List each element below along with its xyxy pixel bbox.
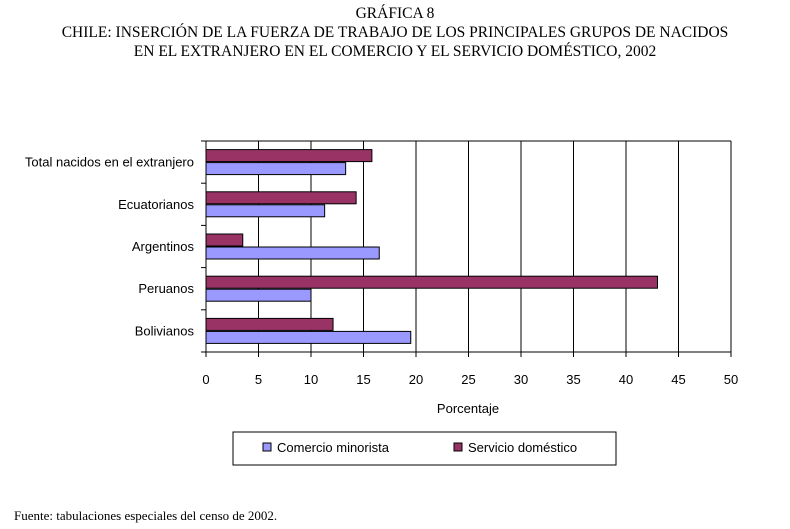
x-tick-label: 30 (514, 372, 528, 387)
bar-servicio-domestico (205, 317, 334, 331)
legend-box (232, 431, 617, 466)
x-tick-label: 45 (671, 372, 685, 387)
x-tick-label: 20 (409, 372, 423, 387)
category-label: Peruanos (138, 281, 194, 296)
category-label: Bolivianos (135, 323, 195, 338)
x-tick-label: 0 (202, 372, 209, 387)
bar-comercio-minorista (205, 162, 347, 176)
category-label: Total nacidos en el extranjero (25, 155, 194, 170)
x-tick-label: 5 (255, 372, 262, 387)
legend-label: Servicio doméstico (468, 440, 577, 455)
chart-caption: GRÁFICA 8 (355, 5, 435, 22)
category-label: Argentinos (132, 239, 195, 254)
category-label: Ecuatorianos (118, 197, 194, 212)
x-tick-label: 35 (566, 372, 580, 387)
bar-servicio-domestico (205, 233, 244, 247)
x-axis-label: Porcentaje (437, 401, 499, 416)
x-tick-label: 40 (619, 372, 633, 387)
bar-servicio-domestico (205, 275, 658, 289)
bar-comercio-minorista (205, 204, 326, 218)
bar-servicio-domestico (205, 149, 373, 163)
chart-title-line-2: EN EL EXTRANJERO EN EL COMERCIO Y EL SER… (133, 43, 657, 60)
bar-comercio-minorista (205, 246, 380, 260)
legend-swatch (453, 442, 463, 452)
chart-title-line-1: CHILE: INSERCIÓN DE LA FUERZA DE TRABAJO… (61, 24, 729, 41)
source-note: Fuente: tabulaciones especiales del cens… (14, 508, 278, 523)
bar-comercio-minorista (205, 330, 412, 344)
x-tick-label: 25 (461, 372, 475, 387)
x-tick-label: 15 (356, 372, 370, 387)
x-tick-label: 10 (304, 372, 318, 387)
legend-label: Comercio minorista (277, 440, 390, 455)
bar-servicio-domestico (205, 191, 357, 205)
chart-title-block: GRÁFICA 8 CHILE: INSERCIÓN DE LA FUERZA … (0, 4, 790, 61)
x-tick-label: 50 (724, 372, 738, 387)
legend-swatch (262, 442, 272, 452)
bar-comercio-minorista (205, 288, 312, 302)
